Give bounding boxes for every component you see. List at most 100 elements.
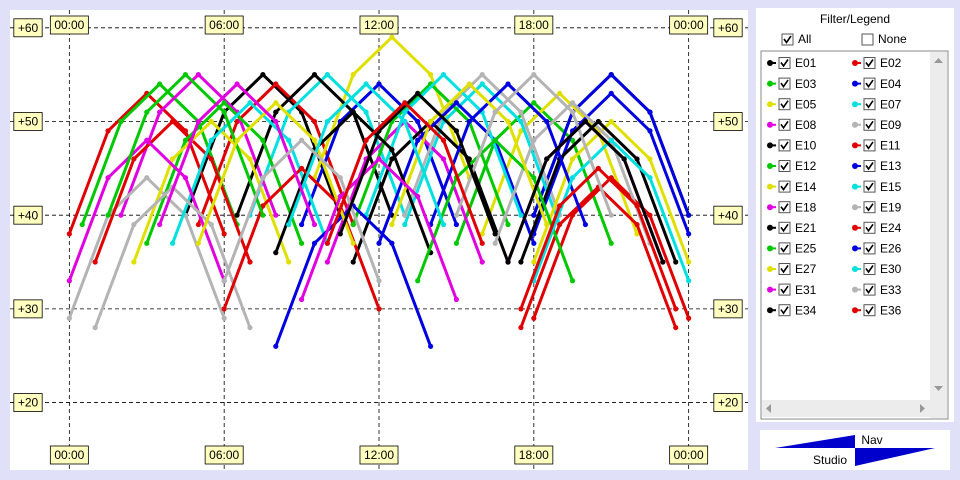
data-point <box>337 231 343 237</box>
legend-checkbox[interactable] <box>778 160 791 172</box>
legend-checkbox[interactable] <box>863 180 876 193</box>
data-point <box>595 165 601 171</box>
y-tick-label: +60 <box>718 21 739 35</box>
legend-checkbox[interactable] <box>863 139 876 152</box>
legend-checkbox[interactable] <box>778 77 791 90</box>
data-point <box>518 324 524 331</box>
data-point <box>608 137 614 143</box>
data-point <box>608 90 614 96</box>
data-point <box>402 109 408 115</box>
data-point <box>531 315 537 321</box>
scrollbar[interactable] <box>930 52 947 418</box>
scroll-right[interactable] <box>920 404 925 413</box>
check-mark <box>865 203 874 212</box>
legend-checkbox[interactable] <box>863 118 876 131</box>
data-point <box>531 100 537 106</box>
legend-checkbox[interactable] <box>863 201 876 214</box>
scroll-left[interactable] <box>766 404 771 413</box>
data-point <box>131 156 137 162</box>
legend-label: E02 <box>880 56 902 70</box>
legend-checkbox[interactable] <box>778 304 791 317</box>
legend-checkbox[interactable] <box>778 118 791 131</box>
tick-box <box>13 299 43 319</box>
data-point <box>686 212 692 218</box>
legend-label: E14 <box>795 180 817 194</box>
data-point <box>324 72 330 78</box>
scroll-up[interactable] <box>934 58 943 63</box>
legend-checkbox[interactable] <box>778 139 791 152</box>
none-label[interactable]: None <box>878 32 907 46</box>
legend-checkbox[interactable] <box>778 57 791 69</box>
y-tick-label: +20 <box>718 396 739 410</box>
none-checkbox[interactable] <box>861 33 874 46</box>
all-label[interactable]: All <box>798 32 811 46</box>
plot: 00:00 00:00 06:00 06:00 12:00 12:00 18:00 18:00… <box>10 10 748 470</box>
legend-checkbox[interactable] <box>778 263 791 275</box>
legend-checkbox[interactable] <box>778 242 791 255</box>
data-point <box>311 137 318 143</box>
data-point <box>221 306 227 312</box>
data-point <box>634 203 640 209</box>
data-point <box>544 118 550 125</box>
data-point <box>492 240 498 246</box>
check-mark <box>780 100 789 109</box>
data-point <box>402 212 408 218</box>
data-point <box>195 72 201 78</box>
tick-box <box>13 18 43 38</box>
data-point <box>273 100 279 106</box>
legend-label: E36 <box>880 303 902 317</box>
legend-checkbox[interactable] <box>778 201 791 214</box>
legend-label: E34 <box>795 303 817 317</box>
data-point <box>569 109 576 115</box>
legend-checkbox[interactable] <box>863 242 876 255</box>
legend-checkbox[interactable] <box>863 304 876 317</box>
legend-label: E25 <box>795 242 817 256</box>
y-tick-label: +30 <box>18 302 39 316</box>
data-point <box>350 109 356 115</box>
check-mark <box>780 141 789 150</box>
data-point <box>479 231 485 237</box>
x-tick-label: 12:00 <box>364 448 394 462</box>
legend-checkbox[interactable] <box>778 283 791 296</box>
legend-checkbox[interactable] <box>863 283 876 296</box>
data-point <box>582 221 589 228</box>
all-checkbox[interactable] <box>781 33 794 46</box>
h-scrollbar[interactable] <box>762 400 930 417</box>
data-point <box>234 118 240 125</box>
tick-box <box>713 18 743 38</box>
legend-label: E27 <box>795 262 817 276</box>
data-point <box>531 175 537 181</box>
data-point <box>247 324 253 331</box>
legend-checkbox[interactable] <box>863 221 876 234</box>
legend-checkbox[interactable] <box>778 221 791 234</box>
legend-checkbox[interactable] <box>863 57 876 69</box>
data-point <box>273 81 279 87</box>
y-tick-label: +40 <box>718 208 739 222</box>
check-mark <box>865 59 874 68</box>
data-point <box>557 221 563 228</box>
data-point <box>350 259 356 265</box>
data-point <box>544 221 550 228</box>
legend-checkbox[interactable] <box>863 263 876 275</box>
data-point <box>350 72 356 78</box>
legend-label: E30 <box>880 262 902 276</box>
check-mark <box>865 79 874 88</box>
data-point <box>686 278 692 284</box>
scroll-down[interactable] <box>934 386 943 391</box>
check-mark <box>865 141 874 150</box>
data-point <box>208 156 214 162</box>
data-point <box>492 109 498 115</box>
data-point <box>92 324 98 331</box>
legend-label: E24 <box>880 221 902 235</box>
y-tick-label: +40 <box>18 208 39 222</box>
data-point <box>569 156 576 162</box>
legend-checkbox[interactable] <box>778 180 791 193</box>
legend-checkbox[interactable] <box>863 77 876 90</box>
data-point <box>479 72 485 78</box>
legend-checkbox[interactable] <box>863 98 876 111</box>
data-point <box>298 165 305 171</box>
legend-checkbox[interactable] <box>863 160 876 172</box>
data-point <box>260 72 266 78</box>
data-point <box>518 212 524 218</box>
legend-checkbox[interactable] <box>778 98 791 111</box>
